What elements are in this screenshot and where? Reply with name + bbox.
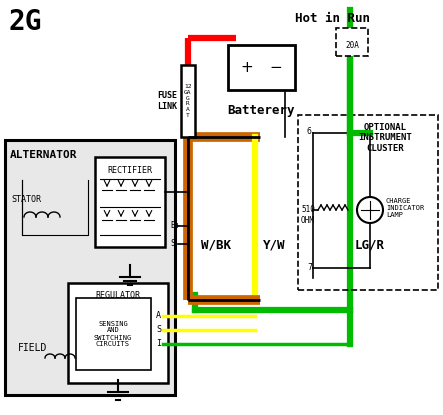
Text: FUSE
LINK: FUSE LINK	[157, 91, 177, 111]
Bar	[68, 283, 168, 383]
Text: Y/W: Y/W	[263, 239, 285, 251]
Text: RECTIFIER: RECTIFIER	[108, 166, 152, 175]
Text: 2G: 2G	[8, 8, 42, 36]
Text: 20A: 20A	[345, 42, 359, 51]
Text: S: S	[170, 239, 175, 249]
Text: Batterery: Batterery	[227, 104, 295, 117]
Text: A: A	[156, 312, 161, 320]
Text: I: I	[156, 339, 161, 349]
Text: STATOR: STATOR	[11, 195, 41, 205]
Text: W/BK: W/BK	[201, 239, 231, 251]
Text: REGULATOR: REGULATOR	[96, 291, 140, 300]
Bar	[228, 45, 295, 90]
Text: FIELD: FIELD	[18, 343, 47, 353]
Bar	[76, 298, 151, 370]
Text: 7: 7	[307, 264, 312, 273]
Text: OPTIONAL
INSTRUMENT
CLUSTER: OPTIONAL INSTRUMENT CLUSTER	[358, 123, 412, 153]
Text: SENSING
AND
SWITCHING
CIRCUITS: SENSING AND SWITCHING CIRCUITS	[94, 320, 132, 347]
Bar	[181, 65, 195, 137]
Bar	[95, 157, 165, 247]
Text: Hot in Run: Hot in Run	[295, 12, 370, 25]
Text: 510
OHM: 510 OHM	[301, 205, 315, 225]
Text: 6: 6	[307, 127, 312, 137]
Bar	[5, 140, 175, 395]
Text: −: −	[270, 59, 283, 75]
Text: CHARGE
INDICATOR
LAMP: CHARGE INDICATOR LAMP	[386, 198, 424, 218]
Text: LG/R: LG/R	[355, 239, 385, 251]
Text: ALTERNATOR: ALTERNATOR	[10, 150, 78, 160]
Text: 12
GA
G
R
A
T: 12 GA G R A T	[184, 84, 192, 118]
Circle shape	[357, 197, 383, 223]
Text: +: +	[241, 59, 253, 75]
Text: S: S	[156, 325, 161, 334]
Bar	[298, 115, 438, 290]
Bar	[336, 28, 368, 56]
Text: B+: B+	[170, 222, 180, 230]
